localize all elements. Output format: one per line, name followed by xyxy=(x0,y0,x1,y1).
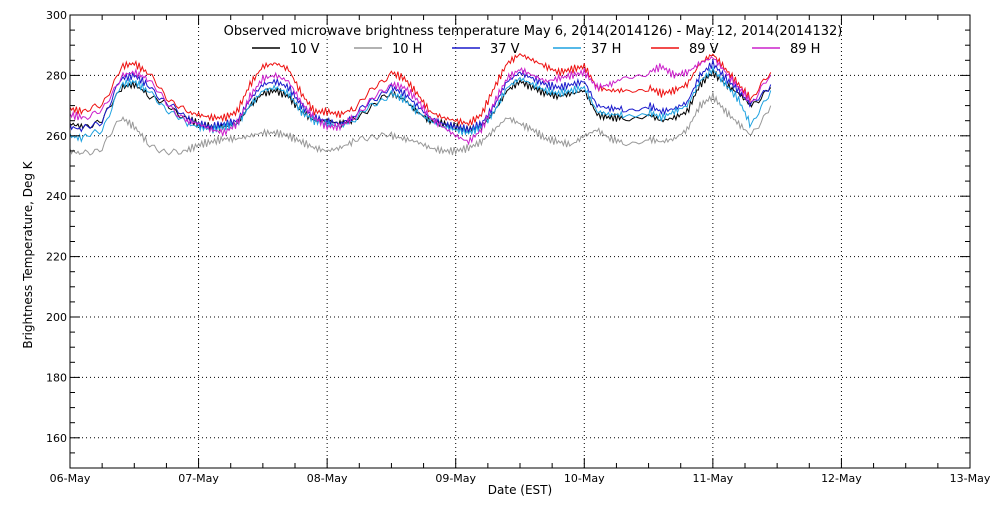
x-tick-label: 11-May xyxy=(692,472,733,485)
x-tick-label: 06-May xyxy=(50,472,91,485)
y-axis-title: Brightness Temperature, Deg K xyxy=(21,160,35,348)
y-tick-label: 200 xyxy=(46,311,67,324)
series-line-89-h xyxy=(69,56,772,146)
legend-label: 10 V xyxy=(290,42,320,57)
x-tick-label: 07-May xyxy=(178,472,219,485)
axes-layer: 160 180 200 220 240 260 280 300 06-May 07-May 08-M… xyxy=(46,9,991,485)
y-tick-label: 180 xyxy=(46,371,67,384)
y-tick-label: 240 xyxy=(46,190,67,203)
x-tick-label: 13-May xyxy=(950,472,991,485)
y-tick-label: 300 xyxy=(46,9,67,22)
plot-frame xyxy=(69,14,971,469)
x-tick-label: 09-May xyxy=(435,472,476,485)
legend-label: 89 V xyxy=(689,42,719,57)
series-line-89-v xyxy=(69,52,772,127)
legend-label: 37 V xyxy=(490,42,520,57)
legend-label: 37 H xyxy=(591,42,621,57)
series-layer xyxy=(69,52,772,156)
series-line-37-v xyxy=(69,59,772,134)
x-tick-label: 08-May xyxy=(307,472,348,485)
series-line-37-h xyxy=(69,65,772,143)
y-tick-label: 280 xyxy=(46,69,67,82)
y-tick-label: 220 xyxy=(46,251,67,264)
series-line-10-h xyxy=(69,92,772,156)
legend: 10 V 10 H 37 V 37 H 89 V 89 H xyxy=(252,42,820,57)
grid-layer xyxy=(70,15,970,468)
x-axis-title: Date (EST) xyxy=(488,483,552,497)
y-tick-label: 160 xyxy=(46,432,67,445)
x-tick-label: 10-May xyxy=(564,472,605,485)
y-tick-label: 260 xyxy=(46,130,67,143)
x-tick-label: 12-May xyxy=(821,472,862,485)
chart-title: Observed microwave brightness temperatur… xyxy=(224,24,843,39)
legend-label: 10 H xyxy=(392,42,422,57)
legend-label: 89 H xyxy=(790,42,820,57)
